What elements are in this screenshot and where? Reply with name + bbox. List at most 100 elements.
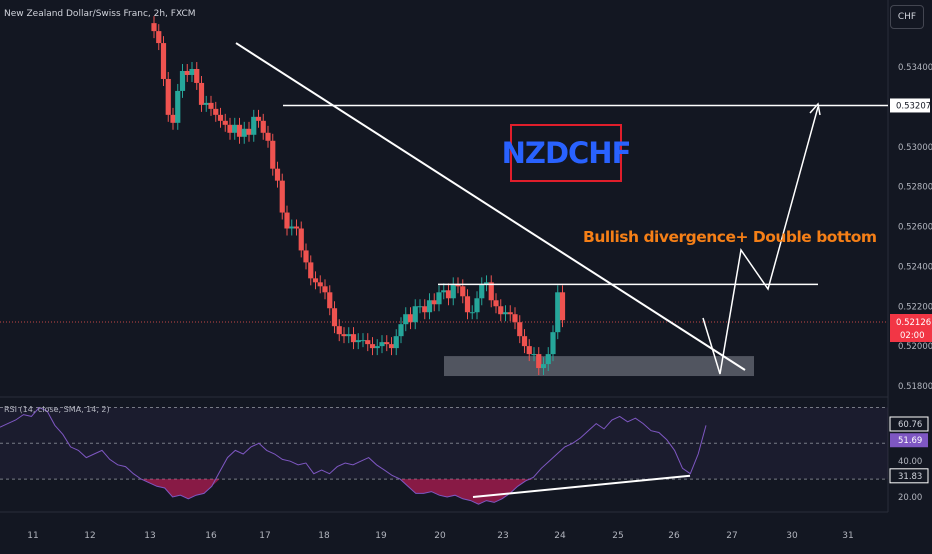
rsi-sma-value: 51.69 [898, 436, 922, 446]
candle [322, 279, 328, 300]
candle-body [179, 70, 186, 91]
candle [265, 125, 271, 148]
candle-body [498, 306, 504, 315]
candle-body [293, 226, 300, 229]
candle-body [289, 226, 295, 229]
candle-body [474, 298, 480, 313]
candle [388, 337, 395, 356]
time-axis-tick: 25 [612, 531, 623, 541]
time-axis-tick: 13 [144, 531, 155, 541]
candle [350, 327, 357, 350]
candle-body [213, 108, 219, 115]
candle [412, 299, 418, 330]
candle [241, 121, 247, 144]
candle [436, 285, 442, 312]
candle [222, 113, 228, 132]
candle-body [327, 292, 333, 309]
candle [236, 117, 243, 144]
time-axis-tick: 24 [554, 531, 566, 541]
candle-body [346, 334, 352, 337]
currency-button[interactable]: CHF [890, 5, 924, 29]
candle [246, 121, 252, 142]
candle [469, 305, 475, 320]
candle-body [308, 262, 314, 279]
candle-body [232, 124, 238, 133]
candle-body [431, 300, 437, 305]
candle [251, 109, 257, 142]
candle [374, 339, 380, 356]
candle-body [555, 292, 561, 333]
candle-body [426, 300, 433, 313]
candle [555, 285, 561, 340]
candle [336, 319, 342, 342]
pattern-annotation[interactable]: Bullish divergence+ Double bottom [583, 228, 877, 246]
candle [170, 107, 176, 130]
candle-body [479, 284, 485, 299]
candle [540, 357, 547, 376]
countdown-label: 02:00 [900, 331, 925, 341]
candle [289, 219, 295, 236]
candle-body [246, 128, 252, 135]
price-axis-tick: 0.52000 [898, 342, 932, 352]
candle [165, 71, 171, 122]
candle-body [398, 324, 404, 337]
candle-body [222, 120, 228, 125]
candle [194, 62, 200, 90]
candle-body [483, 282, 490, 285]
rsi-axis-tick: 20.00 [898, 493, 922, 503]
price-axis-tick: 0.52800 [898, 183, 932, 193]
candle [184, 64, 190, 82]
candle-body [255, 116, 262, 121]
candle-body [559, 292, 566, 321]
candle-body [189, 68, 195, 75]
rsi-indicator-title[interactable]: RSI (14, close, SMA, 14, 2) [4, 405, 110, 414]
candle-body [436, 292, 442, 305]
candle [507, 305, 513, 322]
rsi-divergence-line [472, 474, 691, 498]
time-axis-tick: 19 [375, 531, 387, 541]
candle-body [156, 31, 162, 44]
candle-body [493, 300, 499, 307]
candle-body [540, 364, 547, 369]
symbol-box-label[interactable]: NZDCHF [502, 124, 631, 182]
candle [369, 337, 376, 356]
candle-body [384, 342, 390, 345]
candle-body [265, 132, 271, 141]
candle-body [236, 124, 243, 137]
candle [365, 333, 371, 352]
candle-body [374, 346, 380, 349]
price-axis-tick: 0.51800 [898, 382, 932, 392]
candle [398, 317, 404, 344]
candle-body [298, 228, 304, 251]
candle-body [469, 312, 475, 314]
candle [559, 285, 566, 328]
candle [255, 109, 262, 128]
time-axis-tick: 11 [27, 531, 38, 541]
candle [384, 335, 390, 352]
candle-body [550, 332, 556, 355]
candle-body [208, 102, 214, 109]
candle-body [531, 354, 537, 356]
candle [279, 173, 285, 220]
time-axis-tick: 20 [434, 531, 446, 541]
time-axis-tick: 27 [726, 531, 737, 541]
rsi-level-box [889, 468, 929, 484]
candle [198, 75, 205, 112]
candle-body [460, 286, 466, 297]
candle-body [184, 70, 190, 75]
candle [156, 24, 162, 51]
candle [360, 333, 366, 348]
time-axis-tick: 12 [84, 531, 95, 541]
candle [260, 113, 266, 140]
time-axis-tick: 17 [259, 531, 270, 541]
candle [403, 307, 409, 332]
candle-body [369, 344, 376, 349]
rsi-axis-tick: 31.83 [898, 472, 922, 482]
candle [521, 329, 528, 354]
candle [517, 315, 523, 344]
candle-body [203, 102, 209, 105]
candle [270, 133, 276, 176]
candle-body [151, 23, 157, 32]
